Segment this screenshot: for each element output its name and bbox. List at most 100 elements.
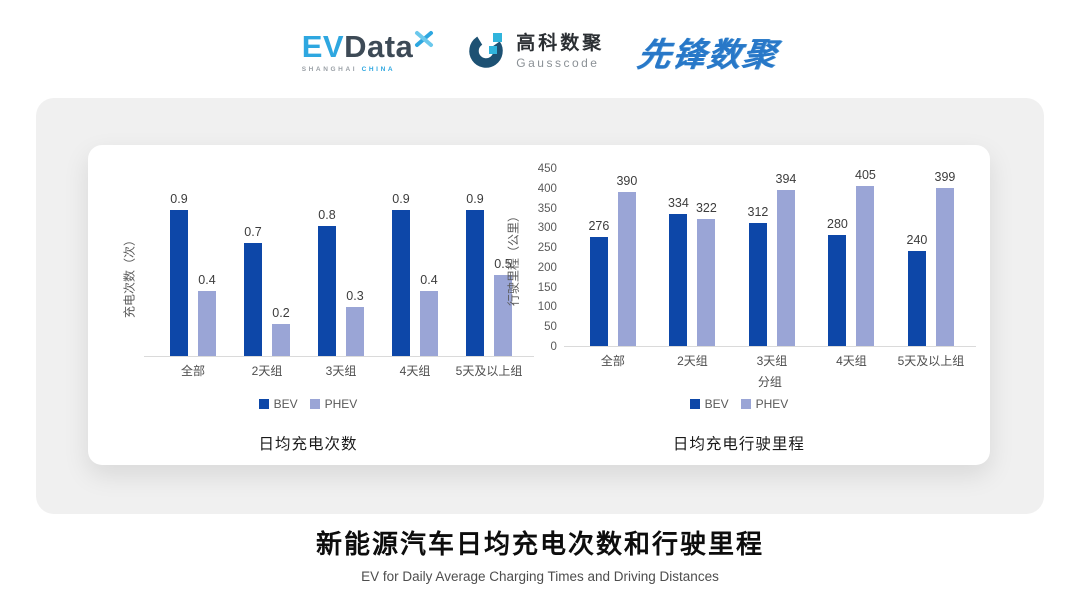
- evdata-china-text: CHINA: [361, 66, 396, 73]
- bar-phev: 0.3: [346, 289, 364, 356]
- evdata-subline: SHANGHAI CHINA: [302, 66, 395, 73]
- bar-phev: 0.2: [272, 306, 290, 356]
- category-label: 3天组: [756, 354, 788, 368]
- gausscode-logo: 高科数聚 Gausscode: [467, 30, 604, 75]
- category-label: 全部: [600, 354, 625, 368]
- y-axis-title: 行驶里程（公里）: [506, 209, 521, 307]
- gausscode-cn-text: 高科数聚: [516, 32, 605, 54]
- bar-value-label: 312: [747, 204, 769, 219]
- bar-group: 0.7 0.2: [230, 225, 304, 356]
- bar-phev: 394: [775, 172, 796, 346]
- y-tick-label: 250: [537, 242, 557, 255]
- category-label: 2天组: [677, 354, 708, 368]
- plot-area: 0.9 0.4 0.7 0.2 0.8 0.3 0.9 0.4 0.9 0.5: [144, 192, 534, 357]
- legend-label: PHEV: [755, 397, 789, 411]
- bar-phev: 390: [616, 174, 637, 346]
- page-subtitle: EV for Daily Average Charging Times and …: [361, 569, 719, 584]
- bar-group: 280 405: [814, 168, 888, 346]
- category-label: 3天组: [325, 364, 357, 378]
- y-tick-label: 100: [537, 301, 557, 314]
- bar-value-label: 399: [934, 170, 956, 185]
- bar-value-label: 0.5: [494, 257, 512, 271]
- bar-value-label: 0.2: [272, 305, 290, 320]
- bar-bev: 0.9: [466, 192, 484, 356]
- y-tick-label: 50: [544, 321, 557, 334]
- plot-area: 276 390 334 322 312 394 280 405 240 399: [563, 168, 976, 347]
- bar-value-label: 334: [667, 195, 689, 210]
- y-tick-label: 300: [537, 222, 557, 235]
- legend-label: BEV: [273, 397, 298, 411]
- footer: 新能源汽车日均充电次数和行驶里程 EV for Daily Average Ch…: [0, 524, 1080, 584]
- bar-value-label: 0.9: [170, 192, 188, 207]
- charts-card: 充电次数（次） 0.9 0.4 0.7 0.2 0.8 0.3 0.9 0.4 0.9 0.5 全…: [88, 145, 990, 465]
- bar-value-label: 0.9: [392, 192, 410, 207]
- bar-value-label: 394: [775, 172, 797, 187]
- y-axis-ticks: 450 400 350 300 250 200 150 100 50 0: [531, 163, 557, 353]
- bar-bev: 0.8: [318, 208, 336, 356]
- legend-swatch: [309, 399, 320, 409]
- evdata-wordmark: EVData: [302, 31, 434, 62]
- legend-label: BEV: [704, 397, 729, 411]
- bar-bev: 0.9: [170, 192, 188, 356]
- chart-title: 日均充电次数: [258, 436, 358, 453]
- y-axis-right: 行驶里程（公里） 450 400 350 300 250 200 150 100 50 0: [502, 163, 564, 353]
- bar-bev: 0.9: [392, 192, 410, 356]
- x-axis-title: 分组: [757, 375, 782, 389]
- gausscode-en-text: Gausscode: [516, 55, 600, 70]
- bar-value-label: 280: [827, 217, 848, 232]
- category-label: 全部: [180, 364, 205, 378]
- legend-label: PHEV: [324, 397, 358, 411]
- evdata-shanghai-text: SHANGHAI: [301, 66, 358, 73]
- legend-item-bev: BEV: [258, 397, 298, 411]
- bar-phev: 399: [935, 170, 955, 346]
- bar-value-label: 0.8: [318, 208, 336, 223]
- gausscode-g-icon: [467, 30, 507, 75]
- bar-value-label: 0.7: [244, 224, 262, 239]
- bar-group: 276 390: [576, 174, 650, 346]
- bar-value-label: 0.4: [420, 273, 438, 288]
- y-tick-label: 0: [550, 341, 557, 353]
- xianfeng-logo: 先锋数聚: [635, 36, 781, 73]
- chart-charging-times: 充电次数（次） 0.9 0.4 0.7 0.2 0.8 0.3 0.9 0.4 0.9 0.5 全…: [114, 145, 534, 465]
- content-panel: 充电次数（次） 0.9 0.4 0.7 0.2 0.8 0.3 0.9 0.4 0.9 0.5 全…: [36, 98, 1044, 514]
- bar-bev: 240: [907, 233, 927, 346]
- bar-bev: 280: [827, 217, 848, 346]
- y-tick-label: 400: [537, 182, 557, 195]
- bar-group: 240 399: [894, 170, 968, 346]
- category-label: 2天组: [251, 364, 283, 378]
- category-label: 5天及以上组: [897, 354, 965, 368]
- bar-group: 0.9 0.5: [452, 192, 526, 356]
- y-tick-label: 150: [537, 281, 557, 294]
- y-tick-label: 450: [537, 163, 557, 175]
- bar-value-label: 0.9: [466, 192, 484, 207]
- legend: BEV PHEV: [502, 397, 976, 411]
- bar-bev: 312: [747, 205, 768, 346]
- bar-phev: 322: [696, 201, 717, 346]
- bar-phev: 405: [855, 168, 876, 346]
- evdata-x-icon: [414, 20, 434, 55]
- bar-phev: 0.5: [494, 257, 512, 356]
- category-row: 全部 2天组 3天组 4天组 5天及以上组: [144, 362, 534, 379]
- bar-group: 312 394: [735, 172, 809, 346]
- evdata-data-text: Data: [344, 29, 414, 64]
- bar-value-label: 276: [588, 218, 610, 233]
- bar-group: 0.8 0.3: [304, 208, 378, 356]
- legend-swatch: [740, 399, 751, 409]
- chart-driving-distance: 行驶里程（公里） 450 400 350 300 250 200 150 100 50 0 276…: [502, 145, 976, 465]
- legend: BEV PHEV: [114, 397, 502, 411]
- y-axis-title: 充电次数（次）: [122, 233, 137, 319]
- gausscode-text: 高科数聚 Gausscode: [516, 32, 605, 70]
- category-label: 5天及以上组: [455, 364, 523, 378]
- page-title: 新能源汽车日均充电次数和行驶里程: [315, 529, 764, 559]
- legend-swatch: [689, 399, 700, 409]
- bar-bev: 0.7: [244, 225, 262, 356]
- legend-item-bev: BEV: [689, 397, 729, 411]
- y-tick-label: 200: [537, 261, 557, 274]
- legend-swatch: [258, 399, 269, 409]
- evdata-logo: EVData SHANGHAI CHINA: [302, 31, 434, 73]
- bar-value-label: 405: [855, 167, 876, 182]
- legend-item-phev: PHEV: [309, 397, 358, 411]
- bar-group: 334 322: [655, 196, 729, 346]
- bar-bev: 276: [588, 219, 609, 346]
- chart-title: 日均充电行驶里程: [672, 436, 805, 453]
